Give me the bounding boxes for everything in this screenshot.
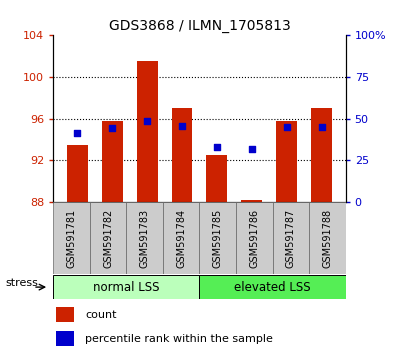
Text: percentile rank within the sample: percentile rank within the sample	[85, 333, 273, 344]
Bar	[199, 275, 346, 299]
Bar	[126, 202, 163, 274]
Bar	[236, 202, 273, 274]
Bar	[199, 202, 236, 274]
Point	[179, 123, 185, 129]
Point	[144, 118, 150, 124]
Point	[214, 144, 220, 149]
Bar	[53, 202, 90, 274]
Bar	[171, 108, 192, 202]
Bar	[67, 144, 88, 202]
Text: GSM591783: GSM591783	[140, 209, 150, 268]
Text: stress: stress	[6, 279, 38, 289]
Bar	[56, 307, 74, 322]
Bar	[276, 121, 297, 202]
Bar	[163, 202, 199, 274]
Text: GSM591788: GSM591788	[322, 209, 332, 268]
Bar	[273, 202, 309, 274]
Bar	[207, 155, 228, 202]
Text: elevated LSS: elevated LSS	[234, 281, 311, 293]
Bar	[137, 61, 158, 202]
Point	[74, 130, 80, 136]
Text: GSM591781: GSM591781	[67, 209, 77, 268]
Text: normal LSS: normal LSS	[93, 281, 160, 293]
Bar	[56, 331, 74, 346]
Bar	[102, 121, 122, 202]
Point	[284, 124, 290, 130]
Title: GDS3868 / ILMN_1705813: GDS3868 / ILMN_1705813	[109, 19, 290, 33]
Bar	[309, 202, 346, 274]
Text: GSM591787: GSM591787	[286, 209, 296, 268]
Text: GSM591782: GSM591782	[103, 209, 113, 268]
Bar	[53, 275, 199, 299]
Text: count: count	[85, 310, 117, 320]
Bar	[90, 202, 126, 274]
Point	[109, 125, 115, 131]
Bar	[241, 200, 262, 202]
Bar	[311, 108, 332, 202]
Text: GSM591785: GSM591785	[213, 209, 223, 268]
Text: GSM591786: GSM591786	[249, 209, 259, 268]
Point	[319, 124, 325, 130]
Point	[249, 146, 255, 152]
Text: GSM591784: GSM591784	[176, 209, 186, 268]
